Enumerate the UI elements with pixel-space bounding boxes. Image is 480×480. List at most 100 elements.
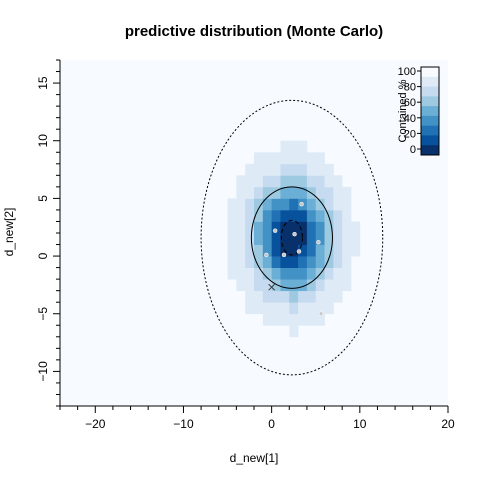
heatmap-cell [236,198,246,211]
heatmap-cell [315,313,325,326]
heatmap-cell [280,290,290,303]
heatmap-cell [324,163,334,176]
heatmap-cell [280,302,290,315]
cross-marker [268,283,275,291]
heatmap-cell [342,244,352,257]
heatmap-cell [245,198,255,211]
heatmap-cell [227,233,237,245]
heatmap-cell [324,279,334,292]
heatmap-cell [298,302,308,315]
heatmap-cell [227,221,237,234]
x-tick-label: 20 [441,417,455,431]
heatmap-cell [254,233,264,245]
heatmap-cell [298,244,308,257]
heatmap-cell [315,152,325,165]
heatmap-cell [306,290,317,303]
legend-label: 40 [404,113,416,125]
heatmap-cell [306,198,317,211]
heatmap-cell [342,267,352,280]
sample-point [316,239,321,245]
legend-swatch [421,67,439,78]
contour-67 [250,186,333,289]
heatmap-cell [289,209,299,222]
sample-point [264,252,269,258]
heatmap-cell [271,163,281,176]
heatmap-cell [254,279,264,292]
heatmap-cell [333,256,343,268]
heatmap-cell [271,233,281,245]
heatmap-cell [262,256,273,268]
heatmap-cell [298,279,308,292]
heatmap-cell [289,163,299,176]
heatmap-cell [289,290,299,303]
heatmap-cell [280,267,290,280]
heatmap-cell [280,140,290,153]
heatmap-cell [254,256,264,268]
heatmap-cell [227,209,237,222]
heatmap-cell [298,152,308,165]
heatmap-cell [306,221,317,234]
x-tick-label: −10 [173,417,194,431]
heatmap-cell [262,221,273,234]
heatmap-cell [280,279,290,292]
heatmap-cell [298,175,308,188]
heatmap-cell [315,244,325,257]
heatmap-cell [245,186,255,199]
heatmap-cell [271,302,281,315]
heatmap-cell [342,198,352,211]
heatmap-cell [324,186,334,199]
heatmap-cell [289,302,299,315]
heatmap-cell [236,175,246,188]
heatmap-cell [227,256,237,268]
heatmap-cell [333,233,343,245]
heatmap-cell [315,302,325,315]
heatmap-cell [298,290,308,303]
heatmap-cell [333,198,343,211]
heatmap-cell [315,256,325,268]
heatmap-cell [245,175,255,188]
sample-point [299,201,304,207]
heatmap-cell [298,313,308,326]
heatmap-cell [262,152,273,165]
y-axis-label: d_new[2] [2,208,16,257]
heatmap-cell [342,209,352,222]
heatmap-cell [351,221,361,234]
legend-swatch [421,145,439,156]
sample-point [272,228,278,233]
heatmap-cell [333,186,343,199]
heatmap-cell [306,279,317,292]
y-tick-label: 15 [36,76,50,90]
heatmap-cell [280,186,290,199]
heatmap-cell [236,233,246,245]
heatmap-cell [271,244,281,257]
legend-swatch [421,96,439,107]
heatmap-cell [333,244,343,257]
heatmap-cell [271,221,281,234]
heatmap-cell [315,233,325,245]
heatmap-cell [236,221,246,234]
heatmap-cell [324,221,334,234]
legend: 100 80 60 40 20 0 Contained % [397,66,440,156]
heatmap-cell [271,256,281,268]
heatmap-cell [254,198,264,211]
y-tick-label: −5 [36,307,50,321]
heatmap-cell [306,302,317,315]
heatmap-cell [306,267,317,280]
sample-point [318,311,324,316]
heatmap-cell [245,302,255,315]
heatmap-cell [306,209,317,222]
heatmap-cell [289,233,299,245]
heatmap-cell [315,163,325,176]
heatmap-cell [289,256,299,268]
y-axis: −10 −5 0 5 10 15 [36,59,61,407]
legend-title: Contained % [397,79,409,142]
heatmap-cell [254,302,264,315]
legend-swatch [421,135,439,146]
heatmap-cell [306,152,317,165]
heatmap-cell [280,313,290,326]
heatmap-cell [315,221,325,234]
heatmap-cell [351,244,361,257]
heatmap-cell [280,198,290,211]
heatmap-cell [262,290,273,303]
